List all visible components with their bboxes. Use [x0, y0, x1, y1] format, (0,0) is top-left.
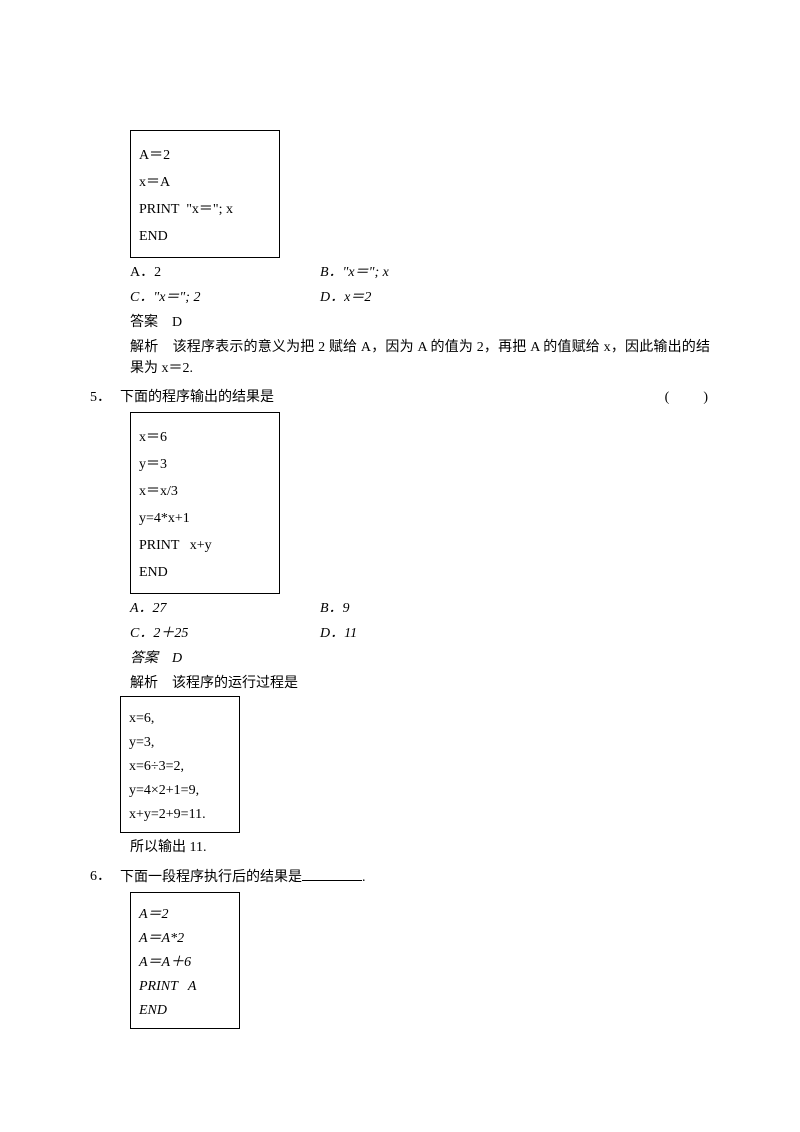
q5-conclusion: 所以输出 11.: [130, 837, 710, 858]
q5-code-box: x＝6 y＝3 x＝x/3 y=4*x+1 PRINT x+y END: [130, 412, 280, 594]
q6-number: 6．: [90, 866, 120, 888]
code-line: END: [139, 562, 271, 583]
code-line: PRINT "x＝"; x: [139, 199, 271, 220]
option-c: C．"x＝"; 2: [130, 287, 320, 308]
q6-stem-before: 下面一段程序执行后的结果是: [120, 870, 302, 885]
code-line: A＝A＋6: [139, 952, 231, 973]
q6-code-box: A＝2 A＝A*2 A＝A＋6 PRINT A END: [130, 892, 240, 1029]
q6-line: 6． 下面一段程序执行后的结果是.: [90, 866, 710, 888]
code-line: PRINT x+y: [139, 535, 271, 556]
option-d: D．11: [320, 623, 357, 644]
q5-explain1: 解析 该程序的运行过程是: [130, 673, 710, 694]
q5-trace-box: x=6, y=3, x=6÷3=2, y=4×2+1=9, x+y=2+9=11…: [120, 696, 240, 833]
code-line: A＝A*2: [139, 928, 231, 949]
q6-stem-after: .: [362, 870, 366, 885]
option-b: B．"x＝"; x: [320, 262, 389, 283]
trace-line: x+y=2+9=11.: [129, 804, 231, 825]
trace-line: x=6÷3=2,: [129, 756, 231, 777]
q6-stem: 下面一段程序执行后的结果是.: [120, 866, 710, 888]
code-line: x＝x/3: [139, 481, 271, 502]
code-line: PRINT A: [139, 976, 231, 997]
q5-options-row2: C．2＋25 D．11: [130, 623, 710, 644]
code-line: x＝6: [139, 427, 271, 448]
code-line: y=4*x+1: [139, 508, 271, 529]
option-d: D．x＝2: [320, 287, 371, 308]
q5-paren: ( ): [665, 387, 710, 408]
trace-line: x=6,: [129, 708, 231, 729]
code-line: END: [139, 1000, 231, 1021]
blank-underline: [302, 866, 362, 881]
option-c: C．2＋25: [130, 623, 320, 644]
q5-line: 5． 下面的程序输出的结果是 ( ): [90, 387, 710, 408]
option-a: A．27: [130, 598, 320, 619]
trace-line: y=3,: [129, 732, 231, 753]
code-line: END: [139, 226, 271, 247]
q5-options-row1: A．27 B．9: [130, 598, 710, 619]
code-line: x＝A: [139, 172, 271, 193]
q5-answer: 答案 D: [130, 648, 710, 669]
page: A＝2 x＝A PRINT "x＝"; x END A．2 B．"x＝"; x …: [0, 0, 800, 1132]
trace-line: y=4×2+1=9,: [129, 780, 231, 801]
q4-options-row2: C．"x＝"; 2 D．x＝2: [130, 287, 710, 308]
code-line: A＝2: [139, 145, 271, 166]
option-b: B．9: [320, 598, 350, 619]
code-line: A＝2: [139, 904, 231, 925]
option-a: A．2: [130, 262, 320, 283]
code-line: y＝3: [139, 454, 271, 475]
q4-code-box: A＝2 x＝A PRINT "x＝"; x END: [130, 130, 280, 258]
q4-explain: 解析 该程序表示的意义为把 2 赋给 A，因为 A 的值为 2，再把 A 的值赋…: [130, 337, 710, 379]
q4-answer: 答案 D: [130, 312, 710, 333]
q4-options-row1: A．2 B．"x＝"; x: [130, 262, 710, 283]
q5-number: 5．: [90, 387, 120, 408]
q5-stem: 下面的程序输出的结果是: [120, 387, 665, 408]
